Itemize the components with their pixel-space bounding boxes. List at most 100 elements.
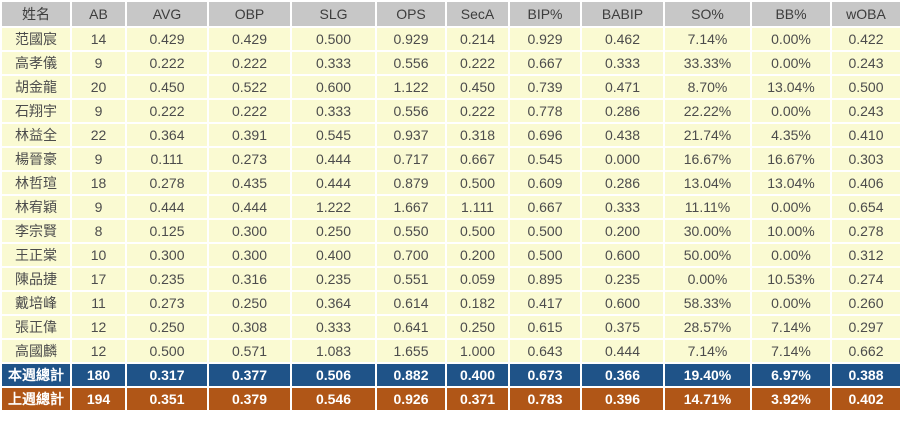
- stat-cell: 0.391: [207, 122, 292, 148]
- stat-cell: 0.318: [445, 122, 510, 148]
- stat-cell: 0.00%: [663, 266, 752, 292]
- stat-cell: 7.14%: [663, 26, 752, 52]
- stat-cell: 0.00%: [750, 290, 832, 316]
- stat-cell: 0.444: [125, 194, 209, 220]
- stat-cell: 0.550: [375, 218, 447, 244]
- stat-cell: 0.739: [508, 74, 582, 100]
- stat-cell: 0.235: [125, 266, 209, 292]
- stat-cell: 0.545: [290, 122, 377, 148]
- stat-cell: 0.410: [830, 122, 900, 148]
- stat-cell: 0.662: [830, 338, 900, 364]
- player-name-cell: 林哲瑄: [0, 170, 72, 196]
- player-row: 高孝儀 9 0.222 0.222 0.333 0.556 0.222 0.667 0.333 3…: [0, 50, 900, 76]
- stat-cell: 8: [70, 218, 127, 244]
- stat-cell: 0.274: [830, 266, 900, 292]
- player-row: 石翔宇 9 0.222 0.222 0.333 0.556 0.222 0.778 0.286 2…: [0, 98, 900, 124]
- stat-cell: 0.059: [445, 266, 510, 292]
- player-row: 胡金龍 20 0.450 0.522 0.600 1.122 0.450 0.739 0.471…: [0, 74, 900, 100]
- column-header-SLG: SLG: [290, 0, 377, 28]
- total-label-cell: 本週總計: [0, 362, 72, 388]
- stat-cell: 50.00%: [663, 242, 752, 268]
- stat-cell: 0.297: [830, 314, 900, 340]
- stat-cell: 0.696: [508, 122, 582, 148]
- stat-cell: 0.643: [508, 338, 582, 364]
- stat-cell: 13.04%: [750, 74, 832, 100]
- column-header-AVG: AVG: [125, 0, 209, 28]
- player-name-cell: 楊晉豪: [0, 146, 72, 172]
- player-row: 范國宸 14 0.429 0.429 0.500 0.929 0.214 0.929 0.462…: [0, 26, 900, 52]
- column-header-SO%: SO%: [663, 0, 752, 28]
- stat-cell: 0.200: [580, 218, 665, 244]
- stat-cell: 0.235: [580, 266, 665, 292]
- stat-cell: 0.551: [375, 266, 447, 292]
- player-name-cell: 胡金龍: [0, 74, 72, 100]
- total-stat-cell: 19.40%: [663, 362, 752, 388]
- stat-cell: 1.667: [375, 194, 447, 220]
- stat-cell: 0.500: [508, 218, 582, 244]
- total-stat-cell: 0.402: [830, 386, 900, 412]
- total-stat-cell: 0.388: [830, 362, 900, 388]
- stat-cell: 0.929: [375, 26, 447, 52]
- column-header-OPS: OPS: [375, 0, 447, 28]
- stat-cell: 0.222: [207, 50, 292, 76]
- stat-cell: 0.700: [375, 242, 447, 268]
- stat-cell: 9: [70, 146, 127, 172]
- stat-cell: 0.600: [580, 290, 665, 316]
- stat-cell: 0.00%: [750, 50, 832, 76]
- stat-cell: 0.250: [445, 314, 510, 340]
- player-row: 陳品捷 17 0.235 0.316 0.235 0.551 0.059 0.895 0.235…: [0, 266, 900, 292]
- stat-cell: 1.222: [290, 194, 377, 220]
- stat-cell: 0.333: [580, 194, 665, 220]
- stat-cell: 21.74%: [663, 122, 752, 148]
- stat-cell: 20: [70, 74, 127, 100]
- stat-cell: 1.655: [375, 338, 447, 364]
- stat-cell: 1.000: [445, 338, 510, 364]
- stat-cell: 7.14%: [663, 338, 752, 364]
- total-stat-cell: 0.400: [445, 362, 510, 388]
- table-body: 范國宸 14 0.429 0.429 0.500 0.929 0.214 0.929 0.462…: [0, 26, 900, 412]
- stat-cell: 0.429: [125, 26, 209, 52]
- stat-cell: 9: [70, 50, 127, 76]
- stat-cell: 0.316: [207, 266, 292, 292]
- stat-cell: 0.222: [207, 98, 292, 124]
- stat-cell: 13.04%: [663, 170, 752, 196]
- stat-cell: 0.429: [207, 26, 292, 52]
- stat-cell: 0.375: [580, 314, 665, 340]
- this_week-total-row: 本週總計 180 0.317 0.377 0.506 0.882 0.400 0.673 0.3…: [0, 362, 900, 388]
- stat-cell: 0.222: [125, 98, 209, 124]
- player-name-cell: 林宥穎: [0, 194, 72, 220]
- stat-cell: 10.53%: [750, 266, 832, 292]
- stat-cell: 0.333: [290, 98, 377, 124]
- stat-cell: 0.286: [580, 170, 665, 196]
- stat-cell: 30.00%: [663, 218, 752, 244]
- player-row: 林益全 22 0.364 0.391 0.545 0.937 0.318 0.696 0.438…: [0, 122, 900, 148]
- stat-cell: 0.450: [445, 74, 510, 100]
- column-header-SecA: SecA: [445, 0, 510, 28]
- stat-cell: 0.243: [830, 98, 900, 124]
- stat-cell: 12: [70, 338, 127, 364]
- stat-cell: 0.500: [445, 218, 510, 244]
- stat-cell: 14: [70, 26, 127, 52]
- total-stat-cell: 0.506: [290, 362, 377, 388]
- stat-cell: 0.717: [375, 146, 447, 172]
- total-stat-cell: 0.371: [445, 386, 510, 412]
- player-name-cell: 石翔宇: [0, 98, 72, 124]
- stat-cell: 7.14%: [750, 338, 832, 364]
- stat-cell: 0.364: [290, 290, 377, 316]
- stat-cell: 0.308: [207, 314, 292, 340]
- column-header-BB%: BB%: [750, 0, 832, 28]
- stat-cell: 0.417: [508, 290, 582, 316]
- column-header-BIP%: BIP%: [508, 0, 582, 28]
- column-header-wOBA: wOBA: [830, 0, 900, 28]
- total-stat-cell: 0.926: [375, 386, 447, 412]
- stat-cell: 0.260: [830, 290, 900, 316]
- header-row: 姓名 AB AVG OBP SLG OPS SecA BIP% BABIP SO% BB% wOBA: [0, 0, 900, 28]
- total-stat-cell: 14.71%: [663, 386, 752, 412]
- column-header-AB: AB: [70, 0, 127, 28]
- stat-cell: 8.70%: [663, 74, 752, 100]
- stat-cell: 0.303: [830, 146, 900, 172]
- stat-cell: 0.438: [580, 122, 665, 148]
- player-name-cell: 林益全: [0, 122, 72, 148]
- stat-cell: 0.500: [290, 26, 377, 52]
- player-row: 戴培峰 11 0.273 0.250 0.364 0.614 0.182 0.417 0.600…: [0, 290, 900, 316]
